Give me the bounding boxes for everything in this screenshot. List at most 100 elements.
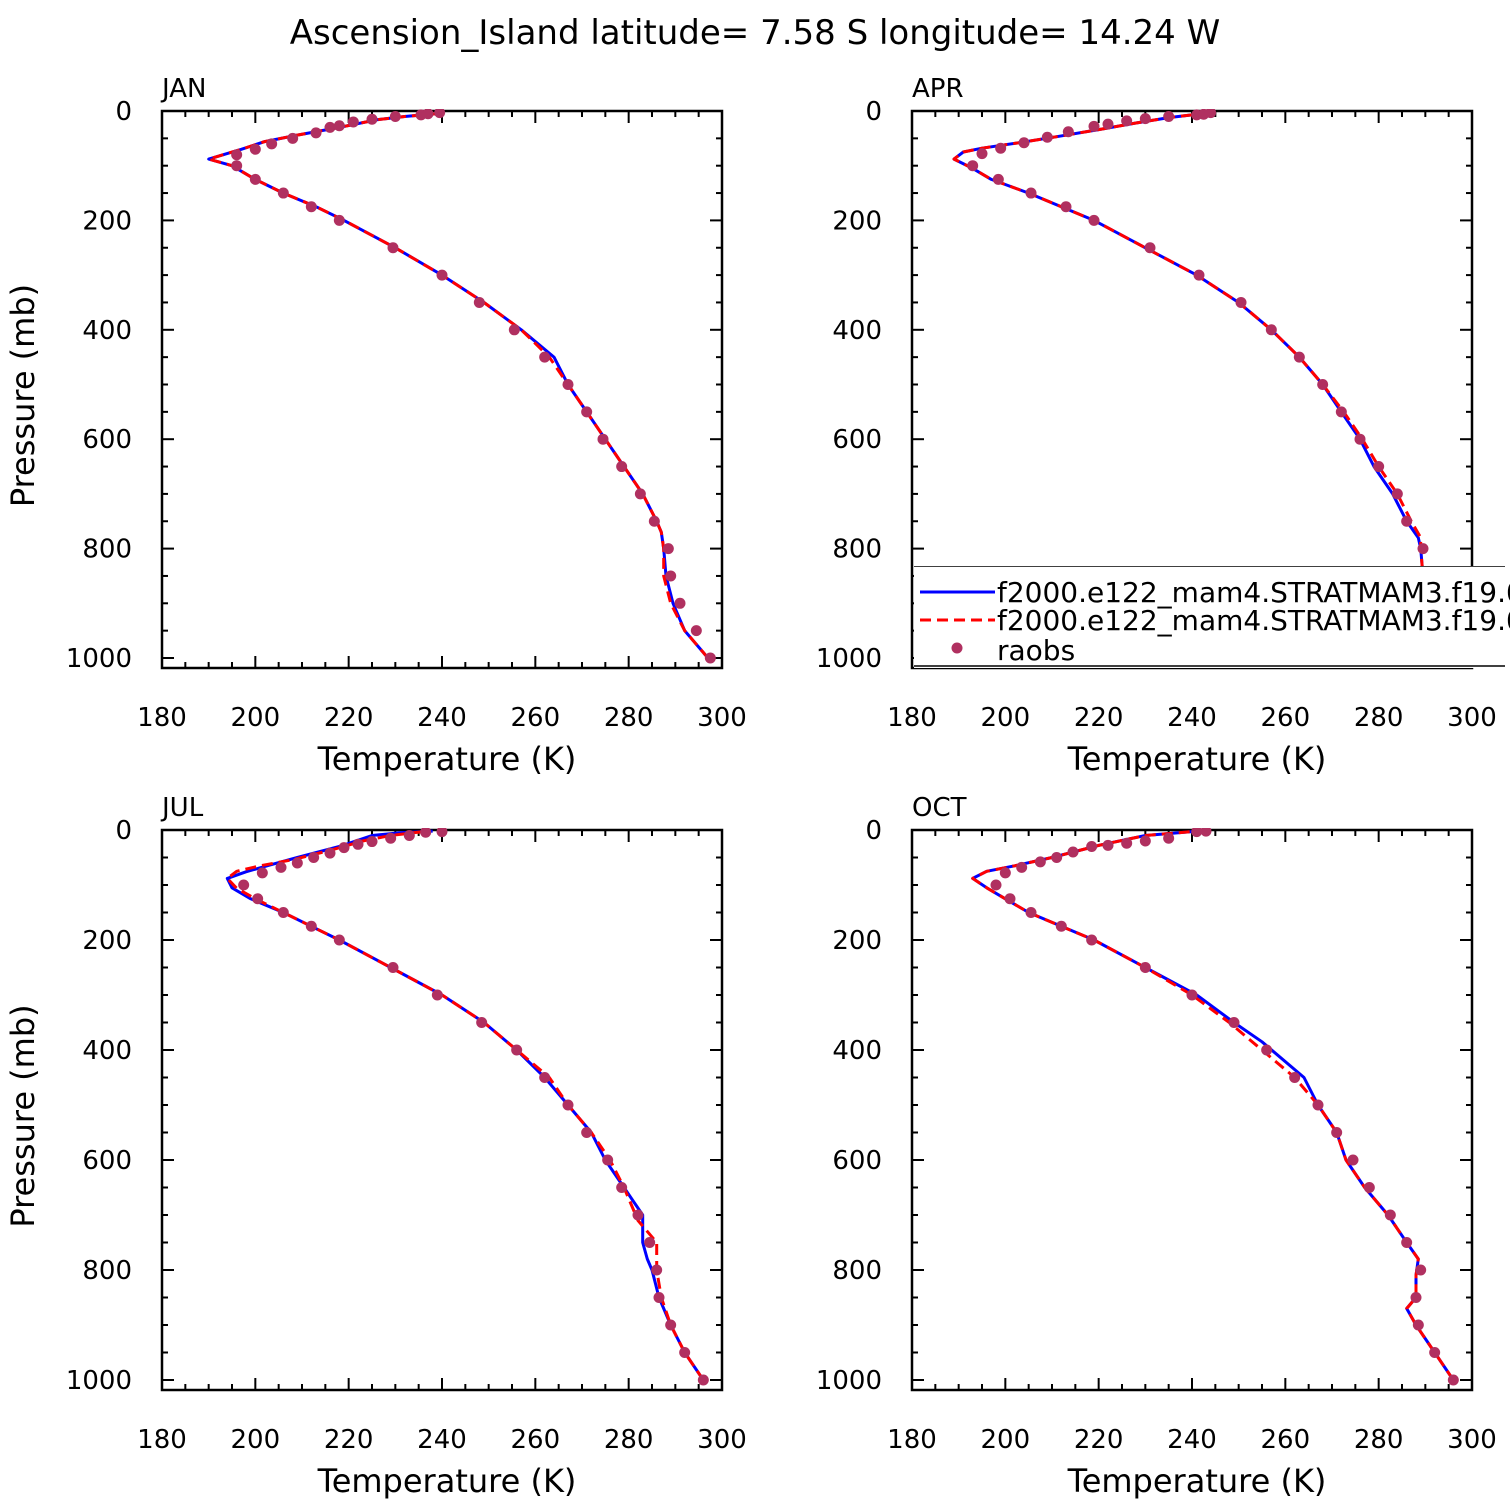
raobs-point (434, 109, 446, 119)
raobs-point (420, 828, 432, 838)
raobs-point (333, 934, 345, 946)
plot-frame (910, 828, 1474, 1392)
raobs-point (436, 269, 448, 281)
raobs-point (562, 379, 574, 390)
model-2-line (225, 830, 705, 1381)
x-tick-label: 180 (137, 703, 187, 733)
raobs-point (1401, 1237, 1413, 1248)
raobs-point (422, 109, 434, 120)
figure-title: Ascension_Island latitude= 7.58 S longit… (290, 13, 1221, 53)
panel-label: JAN (160, 74, 206, 104)
raobs-point (1088, 214, 1100, 226)
raobs-point (1200, 828, 1212, 837)
plot-frame (160, 109, 724, 670)
y-tick-label: 200 (82, 926, 132, 956)
x-tick-label: 300 (697, 703, 747, 733)
model-2-line (971, 830, 1455, 1381)
x-tick-label: 300 (697, 1425, 747, 1455)
x-tick-label: 220 (324, 1425, 374, 1455)
panel-label: JUL (160, 793, 204, 823)
raobs-point (1041, 131, 1053, 143)
raobs-point (1293, 351, 1305, 363)
raobs-point (387, 242, 399, 254)
raobs-point (333, 214, 345, 226)
raobs-point (1205, 109, 1217, 119)
x-tick-label: 180 (887, 1425, 937, 1455)
y-tick-label: 1000 (66, 1366, 132, 1396)
raobs-point (333, 120, 345, 132)
raobs-point (305, 920, 317, 932)
model-1-line (971, 830, 1455, 1381)
raobs-point (597, 433, 609, 445)
raobs-point (231, 149, 243, 161)
raobs-point (1354, 433, 1366, 445)
raobs-point (310, 127, 322, 139)
raobs-point (1018, 137, 1030, 149)
raobs-point (999, 867, 1011, 879)
raobs-point (389, 110, 401, 122)
raobs-point (644, 1237, 656, 1248)
raobs-point (347, 116, 359, 128)
x-tick-label: 200 (231, 703, 281, 733)
raobs-point (976, 148, 988, 160)
y-tick-label: 0 (865, 816, 882, 846)
panel-apr: 180 200 220 240 260 280 300 0 200 400 600 800 1000 AP… (816, 74, 1497, 778)
raobs-point (581, 406, 593, 418)
raobs-point (1317, 379, 1329, 390)
y-tick-label: 400 (82, 1036, 132, 1066)
raobs-point (1415, 1264, 1427, 1276)
x-tick-label: 260 (511, 703, 561, 733)
y-tick-label: 0 (865, 97, 882, 127)
raobs-point (1163, 110, 1175, 122)
raobs-point (476, 1017, 488, 1028)
raobs-point (995, 142, 1007, 154)
y-tick-label: 800 (832, 535, 882, 565)
raobs-point (1121, 115, 1133, 127)
raobs-point (1055, 920, 1067, 932)
y-tick-label: 600 (832, 425, 882, 455)
raobs-point (1186, 989, 1198, 1001)
panel-jul: 180 200 220 240 260 280 300 0 200 400 600 800 1000 JU… (4, 793, 747, 1500)
raobs-point (1121, 837, 1133, 849)
raobs-point (275, 861, 287, 873)
x-tick-label: 180 (137, 1425, 187, 1455)
raobs-point (634, 488, 646, 500)
raobs-point (679, 1347, 691, 1358)
raobs-point (690, 625, 702, 637)
legend-entry: raobs (997, 634, 1075, 667)
raobs-point (277, 907, 289, 918)
raobs-point (338, 842, 350, 854)
x-tick-label: 220 (324, 703, 374, 733)
raobs-point (539, 351, 551, 363)
raobs-point (249, 173, 261, 185)
raobs-point (1312, 1099, 1324, 1111)
y-axis-label: Pressure (mb) (4, 284, 42, 507)
raobs-point (308, 852, 320, 863)
y-tick-label: 200 (832, 206, 882, 236)
raobs-point (305, 201, 317, 213)
x-tick-label: 300 (1447, 703, 1497, 733)
y-tick-label: 400 (82, 316, 132, 346)
raobs-point (967, 160, 979, 172)
raobs-point (387, 962, 399, 973)
raobs-point (616, 461, 628, 473)
raobs-point (1025, 907, 1037, 918)
raobs-point (1102, 839, 1114, 851)
raobs-point (277, 187, 289, 199)
raobs-point (1391, 488, 1403, 500)
raobs-point (511, 1044, 523, 1056)
y-tick-label: 0 (115, 97, 132, 127)
raobs-point (238, 879, 250, 891)
y-tick-label: 200 (832, 926, 882, 956)
raobs-point (291, 857, 303, 869)
raobs-point (602, 1154, 614, 1166)
raobs-point (1373, 461, 1385, 473)
raobs-point (653, 1292, 665, 1303)
x-tick-label: 180 (887, 703, 937, 733)
raobs-point (662, 543, 674, 555)
raobs-point (1261, 1044, 1273, 1056)
raobs-point (508, 324, 520, 336)
raobs-point (632, 1209, 644, 1221)
raobs-point (1401, 515, 1413, 527)
raobs-point (539, 1072, 551, 1083)
